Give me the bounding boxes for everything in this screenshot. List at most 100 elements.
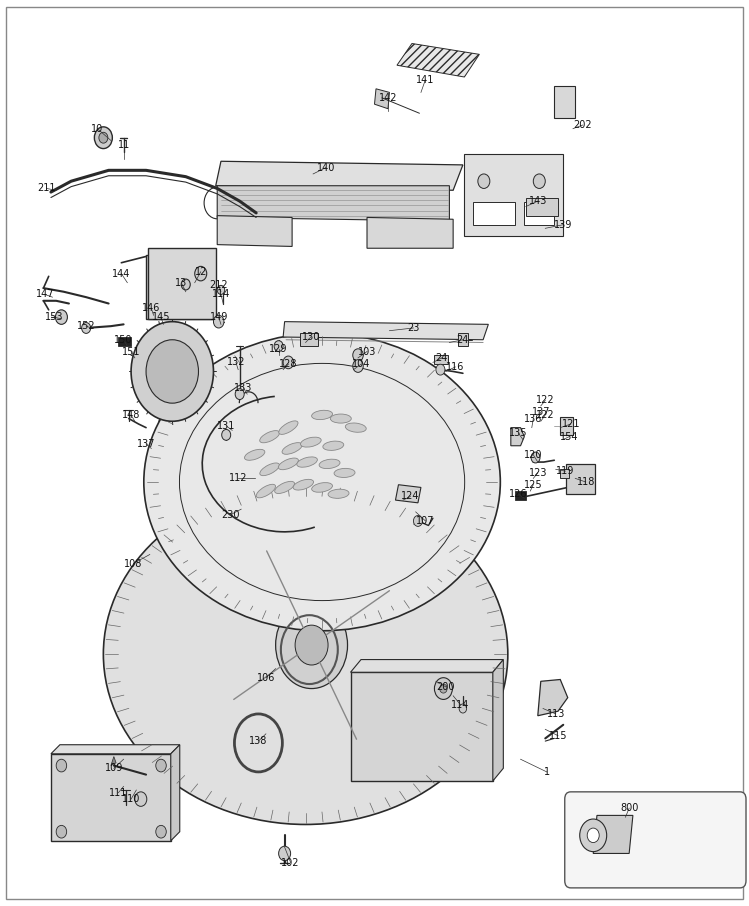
Ellipse shape	[260, 463, 279, 476]
Text: 122: 122	[536, 395, 554, 406]
Text: 125: 125	[524, 479, 542, 490]
Circle shape	[580, 819, 607, 852]
Polygon shape	[493, 660, 503, 781]
Polygon shape	[593, 815, 633, 853]
Ellipse shape	[282, 443, 302, 454]
Polygon shape	[217, 186, 449, 221]
Text: 136: 136	[524, 413, 542, 424]
Text: 150: 150	[115, 334, 133, 345]
Text: 24: 24	[457, 334, 469, 345]
Circle shape	[283, 356, 294, 369]
Text: 120: 120	[524, 449, 542, 460]
Ellipse shape	[279, 458, 298, 469]
Polygon shape	[111, 757, 116, 766]
Polygon shape	[434, 355, 448, 364]
Circle shape	[131, 322, 213, 421]
Ellipse shape	[312, 410, 333, 419]
Circle shape	[94, 127, 112, 149]
Text: 107: 107	[416, 516, 434, 526]
Polygon shape	[51, 754, 171, 841]
Circle shape	[222, 429, 231, 440]
Polygon shape	[283, 322, 488, 340]
Circle shape	[217, 285, 225, 294]
Polygon shape	[538, 680, 568, 716]
Ellipse shape	[334, 468, 355, 477]
Circle shape	[295, 625, 328, 665]
Text: 212: 212	[210, 280, 228, 291]
Polygon shape	[351, 672, 493, 781]
Text: 149: 149	[210, 312, 228, 323]
Polygon shape	[560, 417, 573, 435]
Text: 152: 152	[77, 321, 95, 332]
Text: 131: 131	[217, 420, 235, 431]
Text: 130: 130	[302, 332, 320, 342]
Polygon shape	[146, 255, 213, 319]
Text: 116: 116	[446, 361, 464, 372]
Circle shape	[478, 174, 490, 188]
Polygon shape	[374, 89, 389, 109]
Ellipse shape	[103, 484, 508, 824]
Circle shape	[99, 132, 108, 143]
Text: 1: 1	[544, 766, 550, 777]
Polygon shape	[458, 333, 468, 346]
Text: 115: 115	[549, 730, 567, 741]
Text: 114: 114	[212, 289, 230, 300]
Circle shape	[353, 360, 363, 372]
Text: 10: 10	[91, 123, 103, 134]
Text: 138: 138	[249, 736, 267, 747]
Text: 124: 124	[401, 491, 419, 502]
Circle shape	[55, 310, 67, 324]
Polygon shape	[217, 216, 292, 246]
Text: 230: 230	[222, 509, 240, 520]
Ellipse shape	[300, 438, 321, 447]
Ellipse shape	[144, 333, 500, 631]
FancyBboxPatch shape	[565, 792, 746, 888]
Polygon shape	[515, 491, 526, 500]
Text: 13: 13	[175, 277, 187, 288]
Text: 122: 122	[536, 410, 554, 420]
Polygon shape	[171, 745, 180, 841]
Circle shape	[156, 825, 166, 838]
Circle shape	[146, 340, 198, 403]
Text: 140: 140	[317, 162, 335, 173]
Text: 154: 154	[560, 431, 578, 442]
Text: 151: 151	[122, 346, 140, 357]
Circle shape	[56, 759, 67, 772]
Polygon shape	[464, 154, 563, 236]
Polygon shape	[395, 485, 421, 503]
Polygon shape	[51, 745, 180, 754]
Text: 110: 110	[122, 794, 140, 805]
Text: 147: 147	[36, 289, 54, 300]
Ellipse shape	[293, 479, 314, 490]
Polygon shape	[511, 428, 524, 446]
Text: 113: 113	[547, 708, 565, 719]
Text: 146: 146	[142, 303, 160, 313]
Circle shape	[533, 174, 545, 188]
Text: 133: 133	[234, 382, 252, 393]
Text: 200: 200	[437, 681, 455, 692]
Text: 145: 145	[152, 312, 170, 323]
Ellipse shape	[275, 481, 294, 494]
Polygon shape	[566, 464, 595, 494]
Text: 106: 106	[257, 672, 275, 683]
Text: 24: 24	[436, 352, 448, 363]
Text: 142: 142	[379, 92, 397, 103]
Circle shape	[276, 602, 348, 689]
Circle shape	[135, 792, 147, 806]
Text: 148: 148	[122, 410, 140, 420]
Circle shape	[413, 516, 422, 526]
Ellipse shape	[330, 414, 351, 423]
Circle shape	[181, 279, 190, 290]
Text: 137: 137	[532, 407, 550, 418]
Ellipse shape	[345, 423, 366, 432]
Text: 114: 114	[452, 699, 470, 710]
Ellipse shape	[328, 489, 349, 498]
Text: 143: 143	[529, 196, 547, 207]
Circle shape	[436, 364, 445, 375]
Text: 119: 119	[557, 466, 574, 477]
Text: 103: 103	[358, 346, 376, 357]
Bar	[473, 202, 515, 225]
Ellipse shape	[260, 430, 279, 443]
Text: 141: 141	[416, 74, 434, 85]
Polygon shape	[351, 660, 503, 672]
